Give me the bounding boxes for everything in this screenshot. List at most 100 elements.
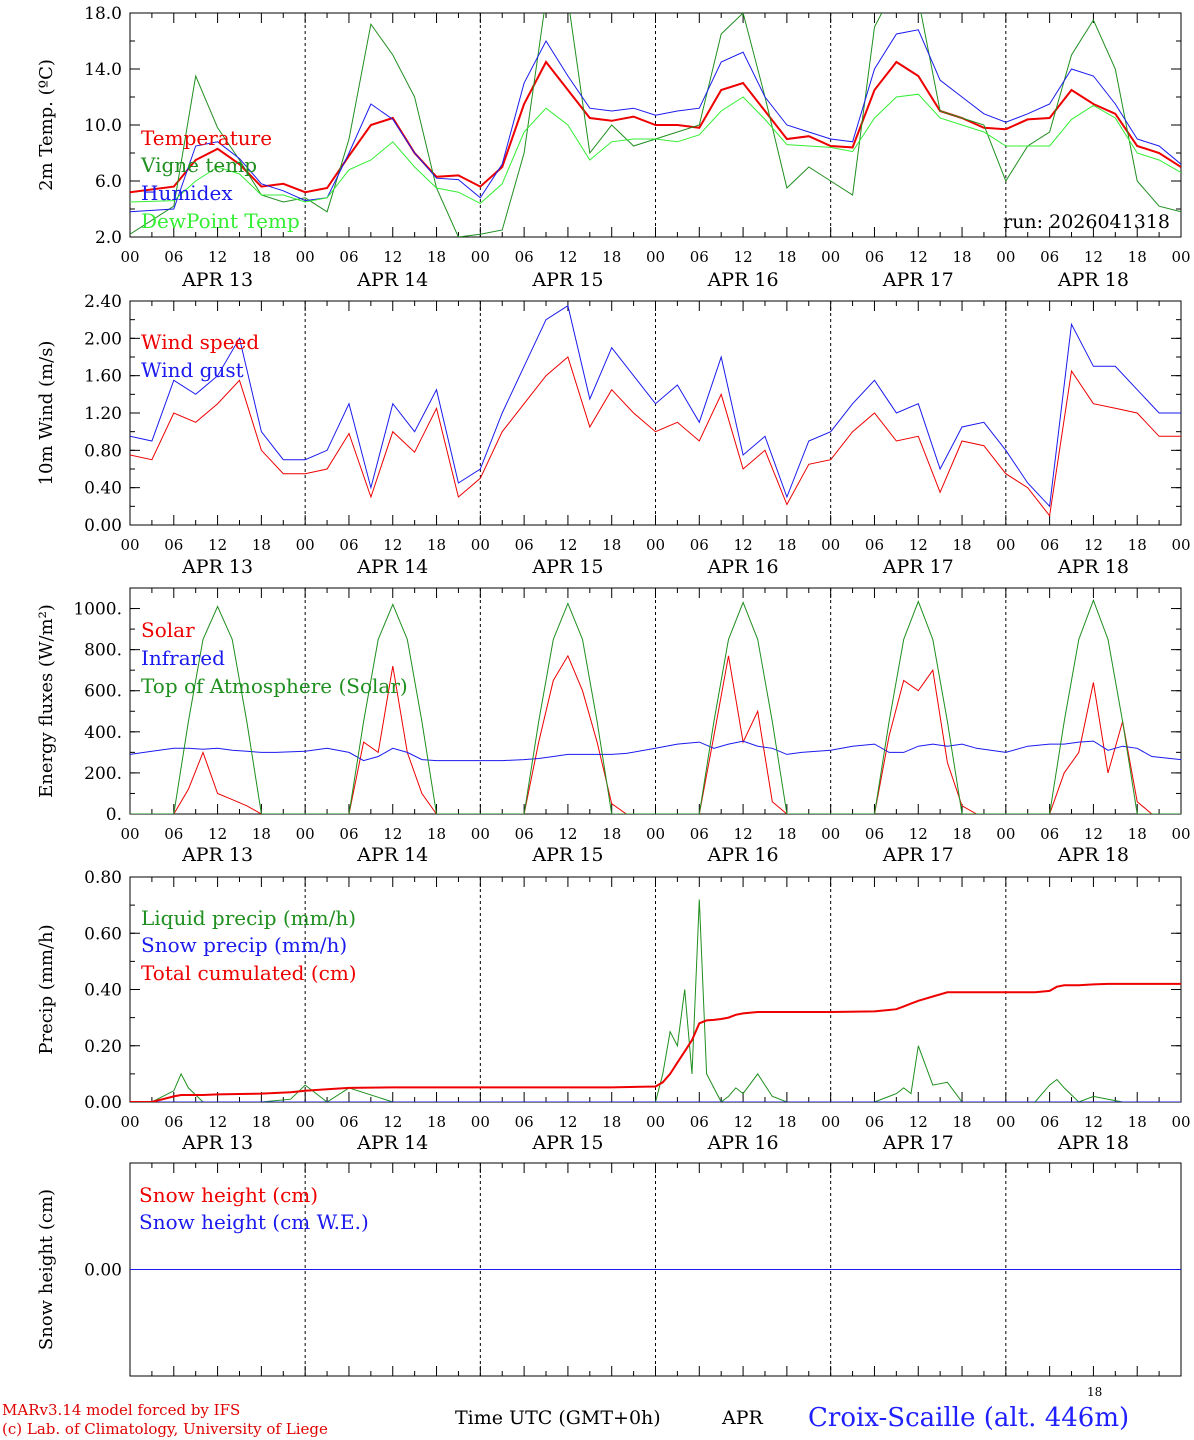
wind-x-tick-label: 18	[252, 536, 271, 554]
wind-day-label: APR 13	[181, 556, 253, 578]
temp-y-tick-label: 2.0	[95, 228, 122, 248]
wind-legend-entry: Wind gust	[141, 358, 244, 382]
station-name: Croix-Scaille (alt. 446m)	[808, 1403, 1130, 1433]
wind-x-tick-label: 18	[1128, 536, 1147, 554]
temp-day-label: APR 14	[356, 269, 428, 291]
energy-x-tick-label: 12	[1084, 825, 1103, 843]
precip-legend-entry: Total cumulated (cm)	[141, 961, 357, 985]
snow-y-tick-label: 0.00	[84, 1261, 122, 1281]
wind-x-tick-label: 06	[690, 536, 709, 554]
precip-x-tick-label: 06	[339, 1113, 358, 1131]
wind-x-tick-label: 00	[1171, 536, 1190, 554]
energy-x-tick-label: 12	[734, 825, 753, 843]
temp-series-dewpoint-temp	[130, 93, 1181, 205]
precip-x-tick-label: 18	[427, 1113, 446, 1131]
temp-x-tick-label: 06	[339, 248, 358, 266]
precip-y-tick-label: 0.60	[84, 924, 122, 944]
energy-x-tick-label: 06	[865, 825, 884, 843]
precip-x-tick-label: 00	[821, 1113, 840, 1131]
energy-x-tick-label: 06	[690, 825, 709, 843]
temp-x-tick-label: 06	[1040, 248, 1059, 266]
precip-legend-entry: Snow precip (mm/h)	[141, 933, 347, 957]
energy-day-label: APR 16	[707, 844, 779, 866]
model-credit: MARv3.14 model forced by IFS	[2, 1401, 241, 1419]
precip-x-tick-label: 00	[120, 1113, 139, 1131]
wind-x-tick-label: 18	[602, 536, 621, 554]
energy-x-tick-label: 00	[296, 825, 315, 843]
wind-y-tick-label: 0.00	[84, 516, 122, 536]
temp-legend-entry: Humidex	[141, 181, 233, 205]
temp-x-tick-label: 12	[909, 248, 928, 266]
energy-legend-entry: Top of Atmosphere (Solar)	[141, 674, 408, 698]
wind-day-label: APR 17	[882, 556, 954, 578]
lab-credit: (c) Lab. of Climatology, University of L…	[2, 1420, 328, 1438]
wind-x-tick-label: 06	[339, 536, 358, 554]
energy-x-tick-label: 18	[427, 825, 446, 843]
temp-x-tick-label: 06	[515, 248, 534, 266]
temp-legend-entry: Temperature	[141, 126, 272, 150]
precip-x-tick-label: 18	[952, 1113, 971, 1131]
precip-x-tick-label: 12	[558, 1113, 577, 1131]
precip-x-tick-label: 00	[471, 1113, 490, 1131]
temp-x-tick-label: 12	[383, 248, 402, 266]
precip-x-tick-label: 06	[865, 1113, 884, 1131]
precip-day-label: APR 13	[181, 1132, 253, 1154]
temp-y-tick-label: 18.0	[84, 4, 122, 24]
energy-y-tick-label: 200.	[84, 764, 122, 784]
temp-y-tick-label: 6.0	[95, 172, 122, 192]
temp-x-tick-label: 18	[777, 248, 796, 266]
energy-legend-entry: Infrared	[141, 646, 225, 670]
wind-x-tick-label: 12	[909, 536, 928, 554]
temp-day-label: APR 18	[1057, 269, 1129, 291]
energy-x-tick-label: 18	[952, 825, 971, 843]
energy-x-tick-label: 12	[383, 825, 402, 843]
snow-legend-entry: Snow height (cm W.E.)	[139, 1210, 369, 1234]
temp-y-tick-label: 14.0	[84, 60, 122, 80]
energy-x-tick-label: 12	[909, 825, 928, 843]
precip-series-total-cumulated-cm-	[130, 982, 1181, 1102]
precip-y-axis-label: Precip (mm/h)	[36, 924, 57, 1054]
precip-x-tick-label: 00	[646, 1113, 665, 1131]
precip-x-tick-label: 00	[296, 1113, 315, 1131]
wind-x-tick-label: 12	[734, 536, 753, 554]
energy-day-label: APR 15	[531, 844, 603, 866]
energy-y-tick-label: 800.	[84, 641, 122, 661]
precip-x-tick-label: 00	[996, 1113, 1015, 1131]
wind-x-tick-label: 18	[952, 536, 971, 554]
temp-x-tick-label: 18	[252, 248, 271, 266]
energy-x-tick-label: 18	[252, 825, 271, 843]
temp-x-tick-label: 18	[952, 248, 971, 266]
energy-y-tick-label: 400.	[84, 723, 122, 743]
wind-x-tick-label: 06	[865, 536, 884, 554]
wind-x-tick-label: 00	[821, 536, 840, 554]
energy-day-label: APR 17	[882, 844, 954, 866]
temp-x-tick-label: 00	[1171, 248, 1190, 266]
wind-x-tick-label: 00	[646, 536, 665, 554]
temp-x-tick-label: 06	[865, 248, 884, 266]
wind-x-tick-label: 12	[1084, 536, 1103, 554]
wind-day-label: APR 16	[707, 556, 779, 578]
energy-y-tick-label: 0.	[106, 805, 122, 825]
precip-day-label: APR 17	[882, 1132, 954, 1154]
precip-y-tick-label: 0.00	[84, 1093, 122, 1113]
temp-series-temperature	[130, 60, 1181, 194]
wind-day-label: APR 18	[1057, 556, 1129, 578]
precip-day-label: APR 14	[356, 1132, 428, 1154]
wind-x-tick-label: 18	[427, 536, 446, 554]
temp-day-label: APR 16	[707, 269, 779, 291]
wind-y-tick-label: 2.40	[84, 292, 122, 312]
wind-x-tick-label: 00	[120, 536, 139, 554]
energy-day-label: APR 18	[1057, 844, 1129, 866]
wind-day-label: APR 14	[356, 556, 428, 578]
month-label: APR	[722, 1407, 763, 1429]
precip-x-tick-label: 06	[690, 1113, 709, 1131]
energy-x-tick-label: 00	[646, 825, 665, 843]
wind-series-wind-gust	[130, 304, 1181, 508]
energy-y-tick-label: 1000.	[73, 600, 122, 620]
energy-day-label: APR 14	[356, 844, 428, 866]
wind-y-tick-label: 0.40	[84, 479, 122, 499]
energy-x-tick-label: 18	[1128, 825, 1147, 843]
energy-x-tick-label: 00	[471, 825, 490, 843]
temp-day-label: APR 15	[531, 269, 603, 291]
wind-x-tick-label: 12	[208, 536, 227, 554]
